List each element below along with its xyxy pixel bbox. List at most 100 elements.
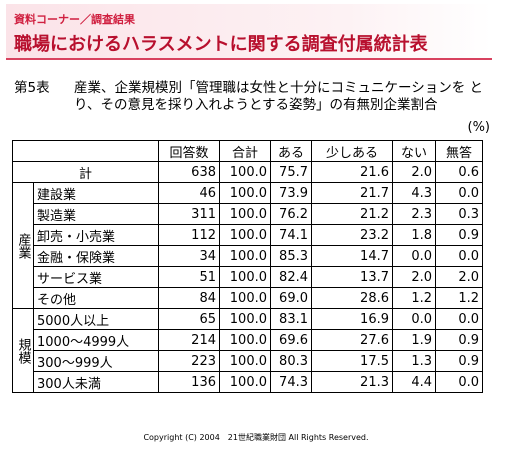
cell: 85.3: [270, 245, 312, 267]
cell: 46: [158, 182, 220, 204]
column-header: 少しある: [311, 140, 393, 162]
cell: 2.0: [392, 161, 436, 183]
section-label: 資料コーナー／調査結果: [14, 13, 135, 26]
row-label: サービス業: [33, 266, 159, 288]
cell: 83.1: [270, 308, 312, 330]
cell: 100.0: [219, 308, 271, 330]
cell: 638: [158, 161, 220, 183]
cell: 0.0: [392, 245, 436, 267]
cell: 100.0: [219, 287, 271, 309]
cell: 74.1: [270, 224, 312, 246]
row-label: 300人未満: [33, 371, 159, 393]
cell: 23.2: [311, 224, 393, 246]
cell: 73.9: [270, 182, 312, 204]
cell: 82.4: [270, 266, 312, 288]
cell: 14.7: [311, 245, 393, 267]
table-row: 回答数 合計 ある 少しある ない 無答: [12, 140, 483, 162]
cell: 223: [158, 350, 220, 372]
cell: 34: [158, 245, 220, 267]
cell: 4.4: [392, 371, 436, 393]
cell: 0.0: [435, 371, 483, 393]
row-label: 製造業: [33, 203, 159, 225]
group-label: 産業: [12, 182, 34, 309]
column-header: ある: [270, 140, 312, 162]
cell: 84: [158, 287, 220, 309]
cell: 100.0: [219, 350, 271, 372]
table-row: 規模 5000人以上 65 100.0 83.1 16.9 0.0 0.0: [12, 308, 483, 393]
cell: 4.3: [392, 182, 436, 204]
cell: 100.0: [219, 266, 271, 288]
table-row: 300～999人 223 100.0 80.3 17.5 1.3 0.9: [13, 350, 483, 372]
table-row: その他 84 100.0 69.0 28.6 1.2 1.2: [13, 287, 483, 309]
cell: 0.0: [435, 182, 483, 204]
cell: 17.5: [311, 350, 393, 372]
table-number: 第5表: [14, 80, 50, 96]
cell: 16.9: [311, 308, 393, 330]
table-row: 計 638 100.0 75.7 21.6 2.0 0.6: [12, 161, 483, 183]
cell: 0.0: [435, 245, 483, 267]
cell: 112: [158, 224, 220, 246]
cell: 2.3: [392, 203, 436, 225]
row-label: その他: [33, 287, 159, 309]
cell: 311: [158, 203, 220, 225]
cell: 0.9: [435, 224, 483, 246]
cell: 0.9: [435, 350, 483, 372]
column-header: 回答数: [158, 140, 220, 162]
cell: 0.0: [392, 308, 436, 330]
row-label: 1000～4999人: [33, 329, 159, 351]
cell: 100.0: [219, 245, 271, 267]
corner-cell: [12, 140, 159, 162]
table-row: 製造業 311 100.0 76.2 21.2 2.3 0.3: [13, 203, 483, 225]
banner: 資料コーナー／調査結果 職場におけるハラスメントに関する調査付属統計表: [6, 4, 492, 60]
cell: 1.2: [392, 287, 436, 309]
cell: 0.0: [435, 308, 483, 330]
cell: 76.2: [270, 203, 312, 225]
cell: 21.2: [311, 203, 393, 225]
row-label: 金融・保険業: [33, 245, 159, 267]
row-label: 建設業: [33, 182, 159, 204]
cell: 13.7: [311, 266, 393, 288]
cell: 100.0: [219, 161, 271, 183]
cell: 2.0: [392, 266, 436, 288]
cell: 136: [158, 371, 220, 393]
cell: 74.3: [270, 371, 312, 393]
cell: 75.7: [270, 161, 312, 183]
caption-text: 産業、企業規模別「管理職は女性と十分にコミュニケーションを とり、その意見を採り…: [74, 80, 484, 113]
row-label: 計: [12, 161, 159, 183]
data-table: 回答数 合計 ある 少しある ない 無答計 638 100.0 75.7 21.6 2.0 0.6 産業…: [12, 140, 483, 393]
table-row: サービス業 51 100.0 82.4 13.7 2.0 2.0: [13, 266, 483, 288]
cell: 80.3: [270, 350, 312, 372]
cell: 69.6: [270, 329, 312, 351]
unit: (%): [467, 120, 491, 135]
table-row: 産業 建設業 46 100.0 73.9 21.7 4.3 0.0: [12, 182, 483, 309]
cell: 2.0: [435, 266, 483, 288]
cell: 1.2: [435, 287, 483, 309]
page-title: 職場におけるハラスメントに関する調査付属統計表: [14, 34, 428, 55]
column-header: ない: [392, 140, 436, 162]
row-label: 300～999人: [33, 350, 159, 372]
cell: 100.0: [219, 224, 271, 246]
cell: 100.0: [219, 182, 271, 204]
table-row: 金融・保険業 34 100.0 85.3 14.7 0.0 0.0: [13, 245, 483, 267]
row-label: 卸売・小売業: [33, 224, 159, 246]
group-label: 規模: [12, 308, 34, 393]
cell: 28.6: [311, 287, 393, 309]
table-row: 1000～4999人 214 100.0 69.6 27.6 1.9 0.9: [13, 329, 483, 351]
copyright: Copyright (C) 2004 21世紀職業財団 All Rights R…: [143, 433, 369, 442]
cell: 27.6: [311, 329, 393, 351]
cell: 21.7: [311, 182, 393, 204]
table-row: 300人未満 136 100.0 74.3 21.3 4.4 0.0: [13, 371, 483, 393]
cell: 21.3: [311, 371, 393, 393]
cell: 65: [158, 308, 220, 330]
cell: 69.0: [270, 287, 312, 309]
cell: 1.9: [392, 329, 436, 351]
cell: 100.0: [219, 329, 271, 351]
row-label: 5000人以上: [33, 308, 159, 330]
cell: 1.8: [392, 224, 436, 246]
table-row: 卸売・小売業 112 100.0 74.1 23.2 1.8 0.9: [13, 224, 483, 246]
cell: 0.3: [435, 203, 483, 225]
cell: 100.0: [219, 371, 271, 393]
cell: 0.9: [435, 329, 483, 351]
caption: 第5表 産業、企業規模別「管理職は女性と十分にコミュニケーションを とり、その意…: [14, 80, 494, 114]
